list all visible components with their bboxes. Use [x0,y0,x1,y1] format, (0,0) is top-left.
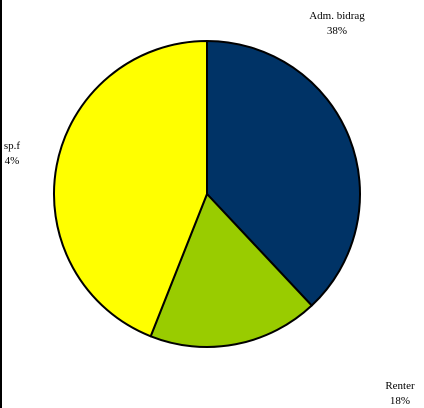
slice-label-percent: 18% [389,395,411,407]
pie-slice-2 [52,40,208,338]
slice-label-percent: 4% [4,155,20,167]
slice-label-sp-f: sp.f 4% [0,139,42,169]
slice-label-percent: 38% [326,25,348,37]
slice-label-adm-bidrag: Adm. bidrag 38% [292,9,382,39]
pie-slice-0 [206,40,361,307]
pie-slice-1 [149,193,313,348]
slice-label-text: Renter [385,380,415,392]
slice-label-renter: Renter 18% [370,379,424,408]
slice-label-text: Adm. bidrag [309,10,365,22]
slice-label-text: sp.f [3,140,21,152]
left-border [0,0,2,408]
